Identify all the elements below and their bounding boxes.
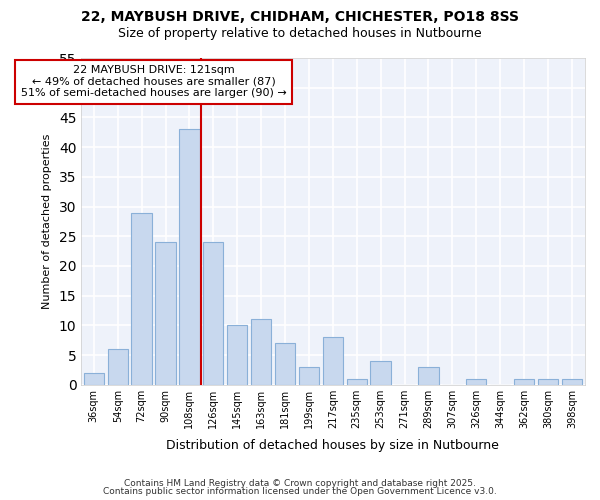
Bar: [275, 343, 295, 385]
Bar: [370, 361, 391, 385]
Bar: [299, 367, 319, 385]
Bar: [131, 212, 152, 385]
Bar: [83, 373, 104, 385]
Bar: [466, 379, 487, 385]
Y-axis label: Number of detached properties: Number of detached properties: [42, 134, 52, 309]
Bar: [347, 379, 367, 385]
Text: 22 MAYBUSH DRIVE: 121sqm
← 49% of detached houses are smaller (87)
51% of semi-d: 22 MAYBUSH DRIVE: 121sqm ← 49% of detach…: [20, 65, 286, 98]
X-axis label: Distribution of detached houses by size in Nutbourne: Distribution of detached houses by size …: [166, 440, 499, 452]
Text: Contains HM Land Registry data © Crown copyright and database right 2025.: Contains HM Land Registry data © Crown c…: [124, 478, 476, 488]
Bar: [514, 379, 534, 385]
Bar: [538, 379, 558, 385]
Bar: [418, 367, 439, 385]
Bar: [251, 320, 271, 385]
Bar: [155, 242, 176, 385]
Text: Size of property relative to detached houses in Nutbourne: Size of property relative to detached ho…: [118, 28, 482, 40]
Bar: [562, 379, 582, 385]
Bar: [179, 130, 200, 385]
Text: 22, MAYBUSH DRIVE, CHIDHAM, CHICHESTER, PO18 8SS: 22, MAYBUSH DRIVE, CHIDHAM, CHICHESTER, …: [81, 10, 519, 24]
Bar: [227, 326, 247, 385]
Bar: [107, 349, 128, 385]
Bar: [323, 338, 343, 385]
Bar: [203, 242, 223, 385]
Text: Contains public sector information licensed under the Open Government Licence v3: Contains public sector information licen…: [103, 487, 497, 496]
